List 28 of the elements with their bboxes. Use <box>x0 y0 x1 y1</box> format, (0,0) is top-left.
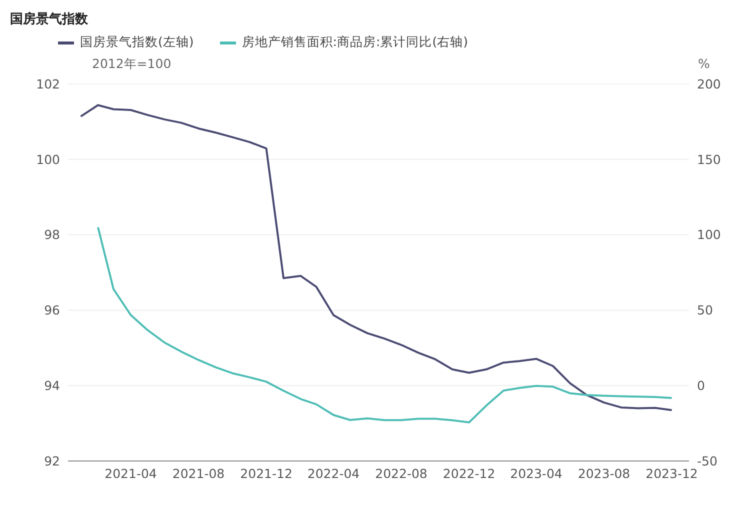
x-tick-label: 2022-04 <box>307 466 360 481</box>
x-tick-label: 2021-08 <box>172 466 225 481</box>
x-tick-label: 2023-08 <box>578 466 630 481</box>
x-tick-label: 2022-08 <box>375 466 428 481</box>
y-axis-title: 2012年=100 <box>92 56 172 73</box>
y-tick-label: 94 <box>44 378 60 394</box>
y2-tick-label: 100 <box>697 227 721 242</box>
x-tick-label: 2023-12 <box>646 466 698 481</box>
x-tick-label: 2022-12 <box>442 466 496 481</box>
legend-label: 国房景气指数(左轴) <box>80 34 194 51</box>
y-tick-label: 102 <box>36 76 60 92</box>
x-tick-label: 2023-04 <box>510 466 562 481</box>
y2-tick-label: 150 <box>697 152 721 167</box>
y2-axis-title: % <box>698 56 710 71</box>
y-tick-label: 98 <box>44 227 60 242</box>
x-tick-label: 2021-12 <box>240 466 292 481</box>
x-tick-label: 2021-04 <box>104 466 157 481</box>
y2-tick-label: -50 <box>697 453 718 468</box>
y-tick-label: 96 <box>44 302 60 318</box>
y-tick-label: 100 <box>36 152 60 167</box>
y2-tick-label: 200 <box>697 76 721 92</box>
line-series <box>80 104 673 412</box>
y-tick-label: 92 <box>44 453 60 468</box>
legend-label: 房地产销售面积:商品房:累计同比(右轴) <box>242 34 468 51</box>
chart-title: 国房景气指数 <box>10 10 88 28</box>
line-series <box>96 226 673 424</box>
y2-tick-label: 50 <box>697 302 713 318</box>
y2-tick-label: 0 <box>697 378 705 394</box>
